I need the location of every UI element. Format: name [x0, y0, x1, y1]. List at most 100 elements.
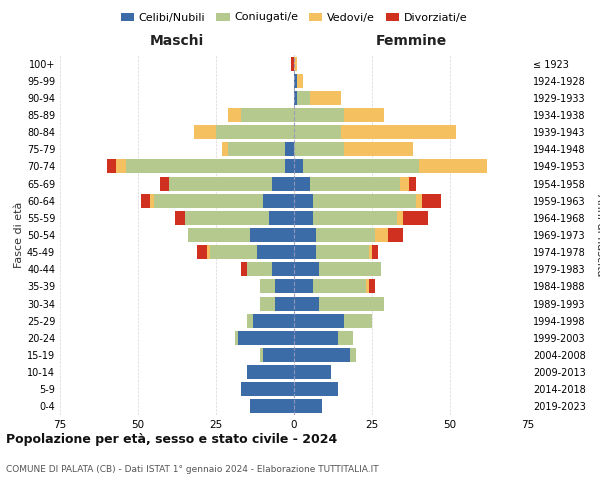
- Bar: [241, 108, 294, 122]
- Bar: [313, 211, 397, 225]
- Bar: [316, 245, 369, 259]
- Bar: [241, 262, 247, 276]
- Bar: [151, 194, 154, 207]
- Bar: [235, 331, 238, 345]
- Bar: [350, 348, 356, 362]
- Bar: [250, 400, 294, 413]
- Bar: [247, 314, 253, 328]
- Bar: [294, 74, 297, 88]
- Bar: [294, 160, 304, 173]
- Bar: [297, 91, 310, 105]
- Bar: [247, 365, 294, 379]
- Bar: [372, 245, 378, 259]
- Bar: [125, 160, 284, 173]
- Bar: [294, 56, 297, 70]
- Bar: [294, 296, 319, 310]
- Bar: [344, 142, 413, 156]
- Bar: [272, 176, 294, 190]
- Bar: [304, 160, 419, 173]
- Bar: [294, 314, 344, 328]
- Bar: [250, 228, 294, 242]
- Bar: [366, 280, 369, 293]
- Bar: [375, 228, 388, 242]
- Y-axis label: Anni di nascita: Anni di nascita: [595, 194, 600, 276]
- Bar: [260, 280, 275, 293]
- Bar: [416, 194, 422, 207]
- Bar: [141, 194, 151, 207]
- Bar: [294, 125, 341, 139]
- Bar: [229, 142, 284, 156]
- Bar: [222, 142, 229, 156]
- Bar: [294, 400, 322, 413]
- Bar: [257, 245, 294, 259]
- Bar: [260, 296, 275, 310]
- Bar: [194, 125, 216, 139]
- Bar: [175, 211, 185, 225]
- Bar: [297, 74, 304, 88]
- Bar: [197, 245, 206, 259]
- Bar: [275, 280, 294, 293]
- Text: COMUNE DI PALATA (CB) - Dati ISTAT 1° gennaio 2024 - Elaborazione TUTTITALIA.IT: COMUNE DI PALATA (CB) - Dati ISTAT 1° ge…: [6, 466, 379, 474]
- Bar: [341, 125, 456, 139]
- Bar: [294, 108, 344, 122]
- Bar: [294, 245, 316, 259]
- Bar: [294, 331, 338, 345]
- Bar: [160, 176, 169, 190]
- Bar: [238, 331, 294, 345]
- Bar: [275, 296, 294, 310]
- Bar: [229, 108, 241, 122]
- Bar: [284, 160, 294, 173]
- Bar: [269, 211, 294, 225]
- Bar: [188, 228, 250, 242]
- Text: Popolazione per età, sesso e stato civile - 2024: Popolazione per età, sesso e stato civil…: [6, 432, 337, 446]
- Bar: [272, 262, 294, 276]
- Bar: [253, 314, 294, 328]
- Bar: [294, 365, 331, 379]
- Bar: [294, 176, 310, 190]
- Bar: [319, 262, 382, 276]
- Bar: [422, 194, 440, 207]
- Bar: [294, 262, 319, 276]
- Bar: [369, 280, 375, 293]
- Bar: [185, 211, 269, 225]
- Bar: [400, 176, 409, 190]
- Bar: [319, 296, 385, 310]
- Bar: [294, 280, 313, 293]
- Legend: Celibi/Nubili, Coniugati/e, Vedovi/e, Divorziati/e: Celibi/Nubili, Coniugati/e, Vedovi/e, Di…: [116, 8, 472, 27]
- Bar: [294, 194, 313, 207]
- Bar: [369, 245, 372, 259]
- Bar: [210, 245, 257, 259]
- Bar: [154, 194, 263, 207]
- Text: Maschi: Maschi: [150, 34, 204, 48]
- Y-axis label: Fasce di età: Fasce di età: [14, 202, 24, 268]
- Bar: [388, 228, 403, 242]
- Bar: [397, 211, 403, 225]
- Bar: [338, 331, 353, 345]
- Bar: [107, 160, 116, 173]
- Bar: [294, 228, 316, 242]
- Bar: [313, 280, 366, 293]
- Bar: [263, 348, 294, 362]
- Bar: [116, 160, 125, 173]
- Bar: [284, 142, 294, 156]
- Bar: [294, 211, 313, 225]
- Bar: [310, 91, 341, 105]
- Bar: [344, 314, 372, 328]
- Bar: [247, 262, 272, 276]
- Bar: [419, 160, 487, 173]
- Bar: [294, 348, 350, 362]
- Bar: [294, 91, 297, 105]
- Bar: [216, 125, 294, 139]
- Text: Femmine: Femmine: [376, 34, 446, 48]
- Bar: [313, 194, 416, 207]
- Bar: [294, 142, 344, 156]
- Bar: [409, 176, 416, 190]
- Bar: [403, 211, 428, 225]
- Bar: [294, 382, 338, 396]
- Bar: [344, 108, 385, 122]
- Bar: [260, 348, 263, 362]
- Bar: [316, 228, 375, 242]
- Bar: [291, 56, 294, 70]
- Bar: [263, 194, 294, 207]
- Bar: [169, 176, 272, 190]
